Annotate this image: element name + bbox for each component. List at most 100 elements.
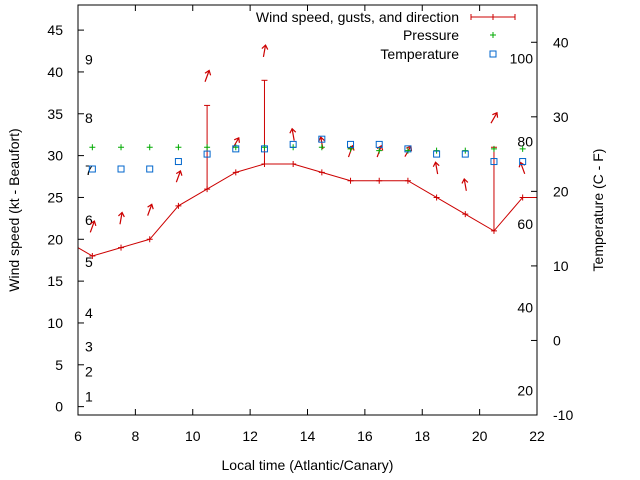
beaufort-label: 9 (85, 51, 93, 67)
temperature-point (318, 135, 326, 143)
wind-speed-point (462, 211, 469, 218)
y2-tick-label: 10 (553, 258, 569, 274)
wind-direction-arrow (289, 127, 297, 141)
wind-direction-arrow (232, 136, 240, 149)
pressure-point (404, 147, 411, 154)
pressure-point (261, 144, 268, 151)
x-tick-label: 14 (300, 428, 316, 444)
beaufort-label: 8 (85, 110, 93, 126)
arrow-shaft (232, 137, 240, 149)
fahrenheit-label: 60 (517, 216, 533, 232)
temperature-point (146, 165, 154, 173)
y-tick-label: 35 (47, 106, 63, 122)
wind-speed-point (347, 177, 354, 184)
wind-direction-arrow (432, 161, 440, 175)
pressure-point (146, 144, 153, 151)
wind-speed-point (433, 194, 440, 201)
x-tick-label: 12 (242, 428, 258, 444)
wind-direction-arrow (89, 220, 97, 233)
legend-label-wind: Wind speed, gusts, and direction (256, 9, 459, 25)
y-tick-label: 25 (47, 189, 63, 205)
arrow-head (204, 69, 212, 76)
x-tick-label: 6 (74, 428, 82, 444)
arrow-head (118, 211, 125, 218)
temperature-point (490, 158, 498, 166)
wind-direction-arrow (175, 169, 183, 183)
arrow-head (289, 127, 297, 134)
temperature-point (117, 165, 125, 173)
fahrenheit-label: 100 (510, 51, 534, 67)
y-tick-label: 40 (47, 64, 63, 80)
x-tick-label: 20 (472, 428, 488, 444)
wind-direction-arrow (261, 44, 269, 58)
legend-swatch-temperature (489, 50, 497, 58)
beaufort-label: 4 (85, 305, 93, 321)
y2-tick-label: 0 (553, 332, 561, 348)
y2-axis-title: Temperature (C - F) (590, 149, 606, 272)
arrow-shaft (175, 170, 182, 183)
pressure-point (175, 144, 182, 151)
fahrenheit-label: 80 (517, 133, 533, 149)
fahrenheit-label: 20 (517, 382, 533, 398)
wind-speed-point (89, 253, 96, 260)
pressure-point (318, 144, 325, 151)
y-axis-title: Wind speed (kt - Beaufort) (6, 128, 22, 291)
temperature-point (260, 145, 268, 153)
fahrenheit-label: 40 (517, 300, 533, 316)
y-tick-label: 20 (47, 231, 63, 247)
arrow-shaft (262, 45, 267, 58)
wind-speed-point (232, 169, 239, 176)
beaufort-label: 1 (85, 389, 93, 405)
wind-speed-point (118, 244, 125, 251)
arrow-shaft (291, 128, 295, 141)
arrow-shaft (119, 212, 123, 225)
wind-speed-point (404, 177, 411, 184)
temperature-point (519, 158, 527, 166)
arrow-shaft (204, 70, 210, 82)
legend-label-temperature: Temperature (380, 46, 459, 62)
wind-speed-point (146, 236, 153, 243)
pressure-point (490, 145, 497, 152)
x-tick-label: 16 (357, 428, 373, 444)
wind-speed-point (519, 194, 526, 201)
temperature-point (88, 165, 96, 173)
wind-direction-arrow (204, 69, 212, 82)
y2-tick-label: -10 (553, 407, 573, 423)
y-tick-label: 45 (47, 22, 63, 38)
wind-speed-point (290, 160, 297, 167)
wind-direction-arrow (118, 211, 125, 225)
y-tick-label: 10 (47, 315, 63, 331)
arrow-head (233, 136, 240, 143)
pressure-point (376, 147, 383, 154)
pressure-point (89, 144, 96, 151)
pressure-point (204, 144, 211, 151)
y-tick-label: 15 (47, 273, 63, 289)
pressure-point (232, 144, 239, 151)
arrow-shaft (463, 178, 467, 191)
temperature-point (232, 145, 240, 153)
arrow-shaft (147, 204, 153, 216)
arrow-head (461, 178, 469, 184)
beaufort-label: 3 (85, 338, 93, 354)
wind-direction-arrow (461, 178, 469, 191)
temperature-point (433, 150, 441, 158)
temperature-point (375, 140, 383, 148)
wind-speed-point (175, 202, 182, 209)
legend-swatch-pressure (490, 32, 496, 38)
wind-direction-arrow (147, 203, 154, 216)
y2-tick-label: 30 (553, 109, 569, 125)
temperature-point (203, 150, 211, 158)
temperature-point (174, 158, 182, 166)
wind-speed-point (490, 227, 497, 234)
beaufort-label: 2 (85, 363, 93, 379)
arrow-head (261, 44, 269, 50)
temperature-point (289, 140, 297, 148)
beaufort-label: 5 (85, 254, 93, 270)
x-axis-title: Local time (Atlantic/Canary) (222, 457, 394, 473)
pressure-point (118, 144, 125, 151)
wind-speed-line (77, 163, 537, 257)
legend-label-pressure: Pressure (403, 27, 459, 43)
arrow-shaft (89, 220, 95, 233)
arrow-head (492, 111, 499, 118)
arrow-head (432, 161, 440, 167)
